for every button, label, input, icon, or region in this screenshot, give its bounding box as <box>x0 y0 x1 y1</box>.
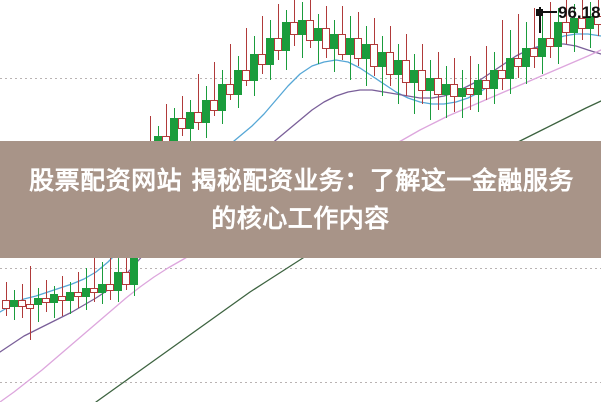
candle-body <box>258 54 266 65</box>
candle-body <box>418 70 426 91</box>
candle-body <box>394 60 402 75</box>
candle-body <box>322 28 330 49</box>
candle-body <box>26 304 34 309</box>
candle-body <box>338 34 346 55</box>
candle-body <box>178 118 186 129</box>
candle-body <box>490 70 498 89</box>
candle-body <box>194 112 202 123</box>
banner-title-line-2: 的核心工作内容 <box>211 203 390 233</box>
candle-body <box>226 84 234 95</box>
candle-body <box>98 284 106 293</box>
candle-body <box>242 70 250 81</box>
candle-body <box>82 288 90 297</box>
candle-body <box>346 38 354 55</box>
candle-body <box>402 60 410 83</box>
candle-body <box>514 58 522 67</box>
candle-body <box>466 88 474 95</box>
candle-body <box>234 70 242 95</box>
candle-body <box>370 44 378 67</box>
candle-body <box>274 38 282 51</box>
candle-body <box>450 84 458 97</box>
candle-body <box>474 80 482 95</box>
candle-body <box>50 294 58 303</box>
candle-body <box>34 298 42 305</box>
candle-body <box>506 58 514 79</box>
candle-body <box>210 100 218 111</box>
candle-body <box>186 112 194 129</box>
candle-body <box>354 38 362 59</box>
candlestick-series <box>2 0 601 340</box>
candle-body <box>442 84 450 95</box>
candle-body <box>482 80 490 89</box>
candle-body <box>426 78 434 91</box>
candle-body <box>266 38 274 65</box>
candle-body <box>594 16 601 25</box>
candle-body <box>290 22 298 35</box>
candle-body <box>530 48 538 57</box>
candle-body <box>498 70 506 79</box>
candle-body <box>458 88 466 97</box>
candle-body <box>90 288 98 293</box>
candle-body <box>362 44 370 59</box>
candle-body <box>202 100 210 123</box>
candle-body <box>218 84 226 111</box>
candle-body <box>522 48 530 67</box>
candle-body <box>562 22 570 33</box>
banner-title-line-1: 股票配资网站 揭秘配资业务：了解这一金融服务 <box>29 165 574 195</box>
candle-body <box>570 18 578 33</box>
candle-body <box>538 38 546 57</box>
candle-body <box>314 28 322 41</box>
candle-body <box>410 70 418 83</box>
candle-body <box>114 272 122 291</box>
candle-body <box>330 34 338 49</box>
candle-body <box>42 298 50 303</box>
candle-body <box>10 300 18 307</box>
candle-body <box>586 16 594 29</box>
candle-body <box>434 78 442 95</box>
candle-body <box>106 284 114 291</box>
candle-body <box>18 300 26 307</box>
candle-body <box>250 54 258 81</box>
candle-body <box>306 20 314 41</box>
candle-body <box>386 52 394 75</box>
candle-body <box>282 22 290 51</box>
title-banner-overlay: 股票配资网站 揭秘配资业务：了解这一金融服务 的核心工作内容 <box>0 141 601 258</box>
annotation-stem <box>539 7 541 33</box>
candle-body <box>58 296 66 301</box>
candle-body <box>122 272 130 285</box>
candle-body <box>378 52 386 67</box>
candle-body <box>2 300 10 309</box>
candle-body <box>578 18 586 29</box>
candle-body <box>554 22 562 47</box>
candle-body <box>74 292 82 297</box>
candle-body <box>546 38 554 47</box>
candle-body <box>298 20 306 35</box>
moving-average-line <box>0 43 601 353</box>
candle-body <box>66 292 74 301</box>
